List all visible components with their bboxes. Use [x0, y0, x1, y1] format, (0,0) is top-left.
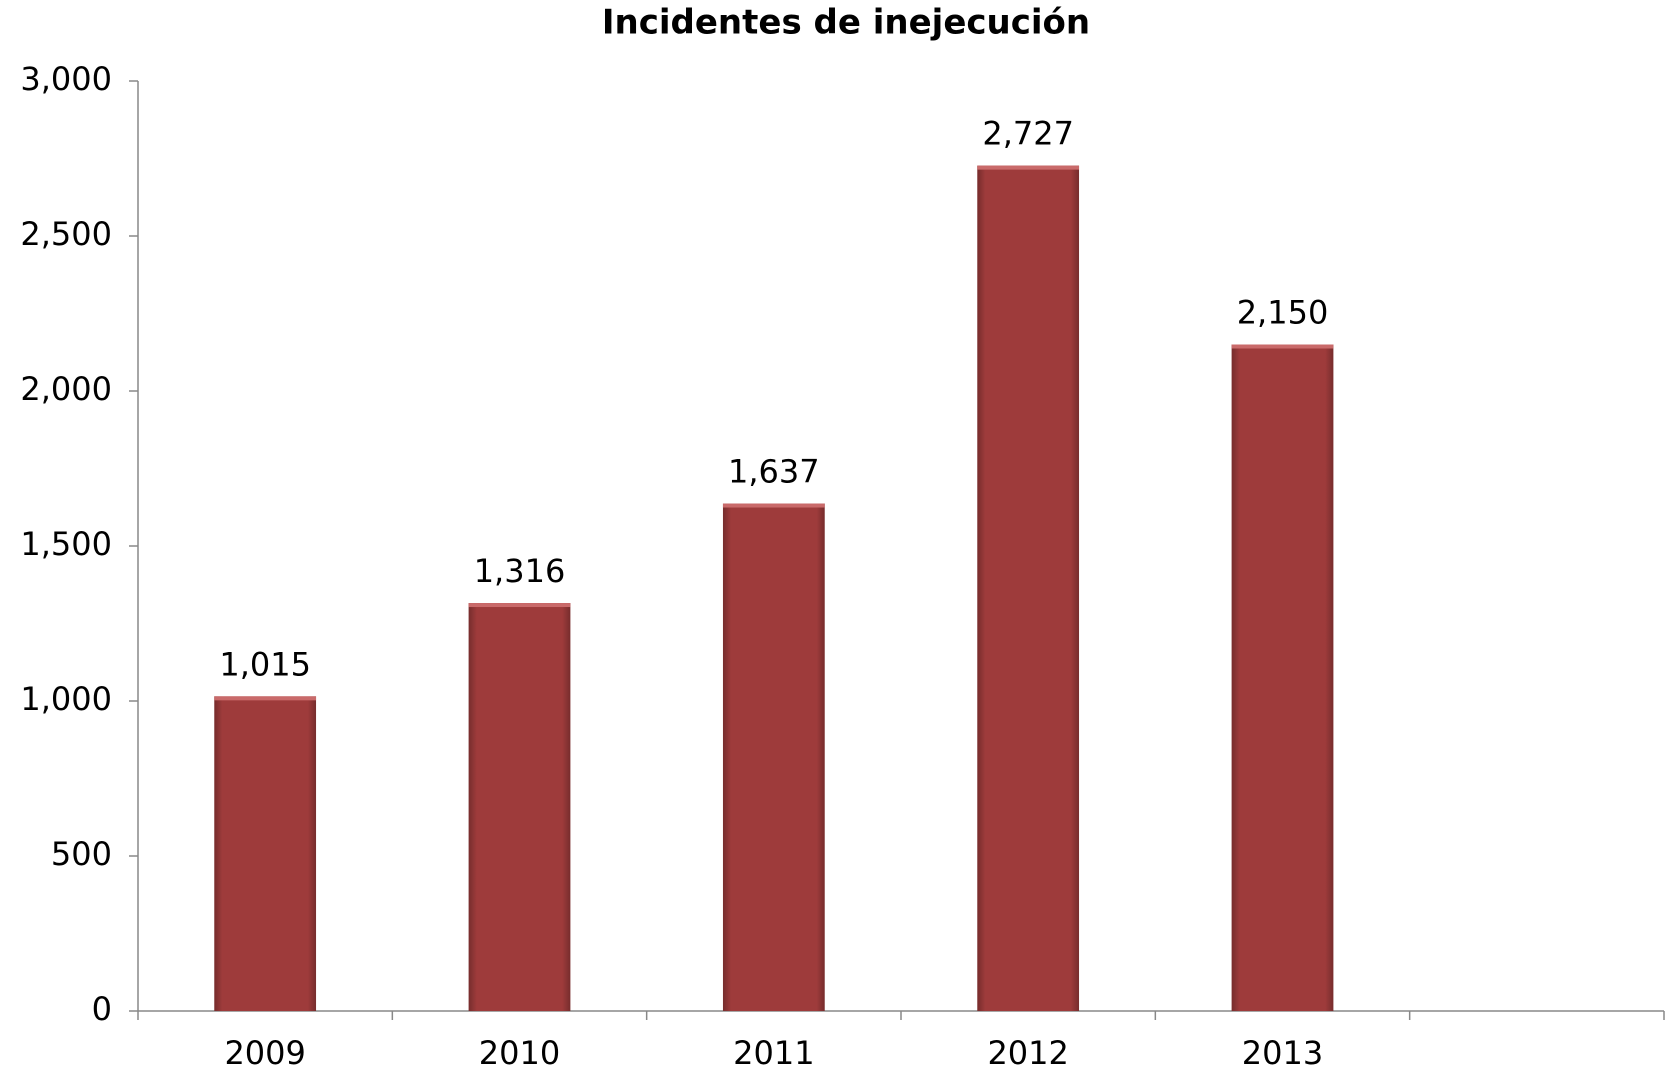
bar-cap [1231, 344, 1334, 349]
data-label: 1,637 [728, 453, 820, 491]
bar-cap [977, 165, 1080, 170]
y-tick-label: 2,000 [20, 370, 112, 408]
chart-title: Incidentes de inejecución [602, 3, 1090, 43]
x-tick-label: 2012 [987, 1034, 1068, 1072]
data-label: 2,727 [982, 115, 1074, 153]
bar-shade [977, 165, 1080, 1011]
data-label: 1,316 [474, 552, 566, 590]
x-tick-label: 2010 [479, 1034, 560, 1072]
y-tick-label: 1,500 [20, 525, 112, 563]
data-label: 2,150 [1237, 294, 1329, 332]
bar-cap [214, 696, 317, 701]
y-tick-label: 0 [92, 990, 112, 1028]
bar-cap [722, 503, 825, 508]
bar-shade [722, 503, 825, 1011]
x-tick-label: 2011 [733, 1034, 814, 1072]
x-tick-label: 2009 [224, 1034, 305, 1072]
bar-shade [468, 603, 571, 1011]
bar-shade [214, 696, 317, 1011]
bar-shade [1231, 344, 1334, 1011]
y-tick-label: 2,500 [20, 215, 112, 253]
y-tick-label: 3,000 [20, 60, 112, 98]
y-tick-label: 1,000 [20, 680, 112, 718]
bar-cap [468, 603, 571, 608]
y-tick-label: 500 [51, 835, 112, 873]
data-label: 1,015 [219, 645, 311, 683]
x-tick-label: 2013 [1242, 1034, 1323, 1072]
